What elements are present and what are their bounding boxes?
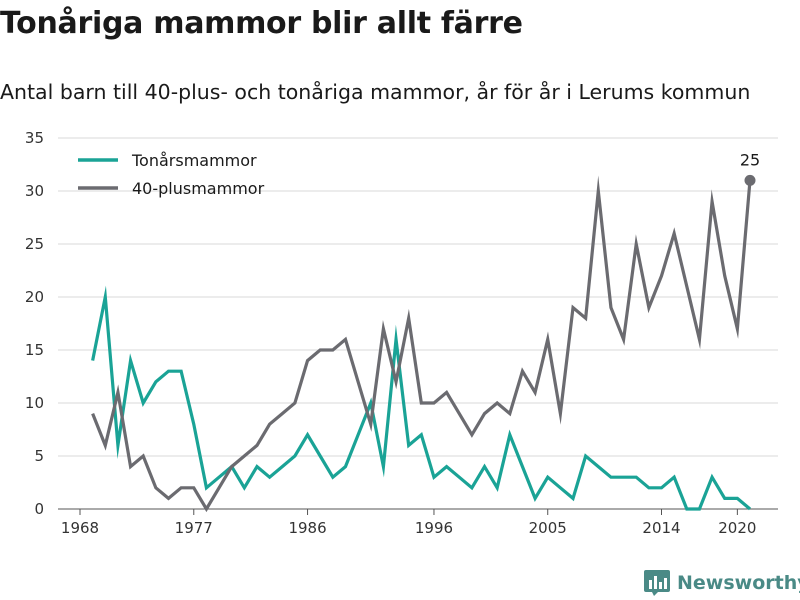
chart-title: Tonåriga mammor blir allt färre — [0, 6, 523, 41]
x-tick-label: 2014 — [642, 519, 680, 537]
y-tick-label: 10 — [25, 394, 44, 412]
y-tick-label: 15 — [25, 341, 44, 359]
newsworthy-icon — [644, 570, 670, 596]
y-tick-label: 25 — [25, 235, 44, 253]
x-tick-label: 1996 — [415, 519, 453, 537]
x-tick-label: 1977 — [175, 519, 213, 537]
chart-subtitle: Antal barn till 40-plus- och tonåriga ma… — [0, 80, 751, 104]
x-tick-label: 2005 — [529, 519, 567, 537]
last-value-label: 25 — [740, 150, 760, 169]
y-axis: 0 5 10 15 20 25 30 35 — [25, 129, 44, 518]
x-axis: 1968 1977 1986 1996 2005 2014 2020 — [61, 509, 756, 537]
y-tick-label: 20 — [25, 288, 44, 306]
series-line-tonarsmammor — [91, 285, 752, 511]
brand-name: Newsworthy — [677, 572, 800, 594]
x-tick-label: 2020 — [718, 519, 756, 537]
x-tick-label: 1986 — [288, 519, 326, 537]
last-point-marker — [744, 174, 756, 186]
annotations: 25 — [740, 150, 760, 186]
legend-label: 40-plusmammor — [132, 179, 265, 198]
legend: Tonårsmammor 40-plusmammor — [78, 151, 265, 198]
y-tick-label: 0 — [34, 500, 44, 518]
newsworthy-logo: Newsworthy — [644, 570, 800, 596]
x-tick-label: 1968 — [61, 519, 99, 537]
grid-lines — [58, 137, 778, 510]
legend-label: Tonårsmammor — [131, 151, 257, 170]
y-tick-label: 30 — [25, 182, 44, 200]
series-lines — [91, 175, 752, 513]
y-tick-label: 35 — [25, 129, 44, 147]
line-chart: 0 5 10 15 20 25 30 35 1968 1977 1986 1996 2005 2014 2… — [25, 129, 778, 537]
y-tick-label: 5 — [34, 447, 44, 465]
series-line-40-plusmammor — [91, 175, 752, 513]
